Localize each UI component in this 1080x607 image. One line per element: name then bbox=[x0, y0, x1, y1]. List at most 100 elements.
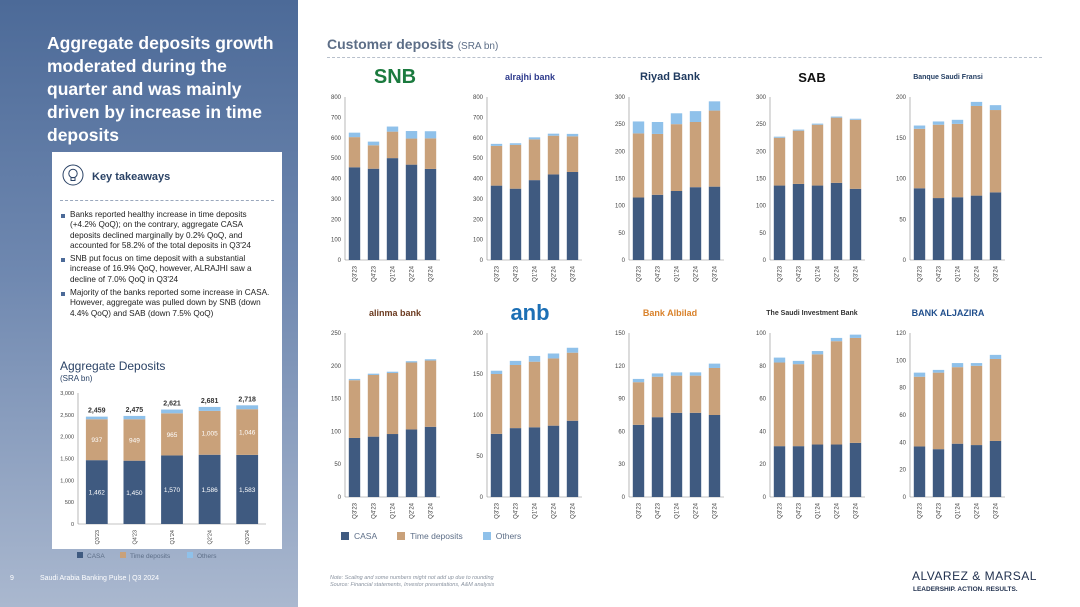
bar-time-deposits bbox=[424, 360, 437, 427]
bar-time-deposits bbox=[708, 110, 721, 187]
bar-others bbox=[689, 111, 702, 122]
bar-others bbox=[708, 363, 721, 368]
y-tick-label: 2,500 bbox=[60, 413, 74, 419]
chart-the-saudi-investment-bank: 0 20 40 60 80 100 Q3'23 Q4'23 Q1'24 Q2'24 Q3'24 bbox=[756, 331, 865, 519]
bar-time-deposits bbox=[632, 133, 645, 198]
bar-casa bbox=[951, 443, 964, 497]
brand-logo: ALVAREZ & MARSAL bbox=[912, 569, 1037, 583]
bank-logo-text: alinma bank bbox=[368, 308, 422, 318]
legend-label: CASA bbox=[354, 531, 378, 541]
x-tick-label: Q3'24 bbox=[713, 265, 719, 281]
bar-others bbox=[913, 372, 926, 377]
bank-logo-text: SAB bbox=[798, 69, 826, 85]
bar-time-deposits bbox=[651, 133, 664, 195]
bar-time-deposits bbox=[932, 372, 945, 450]
brand-tagline: LEADERSHIP. ACTION. RESULTS. bbox=[913, 586, 1018, 593]
data-label: 949 bbox=[129, 437, 140, 444]
y-tick-label: 0 bbox=[622, 495, 626, 501]
y-tick-label: 100 bbox=[756, 331, 767, 337]
bar-others bbox=[670, 113, 683, 125]
legend-swatch bbox=[341, 532, 349, 540]
bar-casa bbox=[792, 446, 805, 497]
y-tick-label: 0 bbox=[903, 258, 907, 264]
y-tick-label: 50 bbox=[618, 231, 625, 237]
bank-logo-text: SNB bbox=[373, 65, 417, 88]
bar-time-deposits bbox=[932, 124, 945, 199]
bar-casa bbox=[849, 442, 862, 497]
bar-others bbox=[632, 378, 645, 383]
bar-time-deposits bbox=[566, 352, 579, 421]
main-title-text: Customer deposits bbox=[327, 36, 454, 52]
bar-others bbox=[490, 370, 503, 374]
y-tick-label: 100 bbox=[896, 177, 907, 183]
x-tick-label: Q3'24 bbox=[854, 502, 860, 518]
legend-label: Others bbox=[495, 531, 522, 541]
y-tick-label: 200 bbox=[473, 331, 484, 337]
y-tick-label: 100 bbox=[473, 238, 484, 244]
x-tick-label: Q2'24 bbox=[552, 265, 558, 281]
bar-casa bbox=[651, 417, 664, 497]
bank-logo-text: The Saudi Investment Bank bbox=[766, 309, 858, 317]
y-tick-label: 90 bbox=[618, 397, 625, 403]
legend-swatch bbox=[482, 532, 491, 540]
bar-others bbox=[367, 141, 380, 146]
x-tick-label: Q1'24 bbox=[675, 265, 681, 281]
x-tick-label: Q3'24 bbox=[994, 265, 1000, 281]
y-tick-label: 800 bbox=[331, 95, 342, 101]
bar-time-deposits bbox=[792, 364, 805, 447]
x-tick-label: Q3'23 bbox=[95, 530, 101, 545]
bar-casa bbox=[236, 454, 259, 524]
agg-legend-swatch bbox=[120, 552, 126, 558]
bar-others bbox=[670, 372, 683, 376]
x-tick-label: Q3'24 bbox=[713, 502, 719, 518]
bar-time-deposits bbox=[386, 131, 399, 159]
bar-others bbox=[386, 126, 399, 132]
y-tick-label: 0 bbox=[338, 495, 342, 501]
bar-time-deposits bbox=[509, 364, 522, 429]
bar-casa bbox=[989, 192, 1002, 260]
bar-time-deposits bbox=[161, 413, 183, 456]
bar-others bbox=[405, 361, 418, 363]
bar-casa bbox=[85, 460, 108, 524]
y-tick-label: 500 bbox=[473, 156, 484, 162]
bar-others bbox=[989, 105, 1002, 111]
divider bbox=[60, 200, 274, 201]
y-tick-label: 60 bbox=[618, 429, 625, 435]
y-tick-label: 20 bbox=[759, 462, 766, 468]
bar-casa bbox=[708, 186, 721, 260]
y-tick-label: 50 bbox=[759, 231, 766, 237]
bar-others bbox=[792, 129, 805, 131]
bank-logo-text: BANK ALJAZIRA bbox=[911, 308, 985, 318]
y-tick-label: 80 bbox=[759, 364, 766, 370]
bar-casa bbox=[528, 180, 541, 260]
bar-casa bbox=[566, 420, 579, 497]
bar-others bbox=[348, 132, 361, 138]
bar-casa bbox=[490, 185, 503, 260]
bar-others bbox=[509, 143, 522, 145]
y-tick-label: 250 bbox=[756, 122, 767, 128]
data-label: 937 bbox=[91, 437, 102, 444]
bar-casa bbox=[528, 427, 541, 497]
bar-time-deposits bbox=[405, 138, 418, 165]
bar-others bbox=[161, 409, 183, 414]
x-tick-label: Q4'23 bbox=[656, 265, 662, 281]
x-tick-label: Q3'24 bbox=[994, 502, 1000, 518]
data-label: 1,570 bbox=[164, 487, 181, 494]
x-tick-label: Q1'24 bbox=[816, 502, 822, 518]
bar-time-deposits bbox=[348, 137, 361, 168]
y-tick-label: 20 bbox=[899, 468, 906, 474]
y-tick-label: 3,000 bbox=[60, 391, 74, 397]
bar-time-deposits bbox=[651, 376, 664, 418]
bar-casa bbox=[547, 174, 560, 260]
legend-item-others: Others bbox=[482, 531, 522, 541]
bar-others bbox=[970, 101, 983, 106]
main-title: Customer deposits (SRA bn) bbox=[327, 36, 498, 52]
bank-logo-text: anb bbox=[510, 300, 550, 325]
y-tick-label: 100 bbox=[473, 413, 484, 419]
bar-others bbox=[198, 406, 221, 411]
bar-time-deposits bbox=[773, 137, 786, 186]
bank-logo-riyad: Riyad Bank bbox=[615, 62, 725, 92]
bar-casa bbox=[773, 446, 786, 497]
bar-casa bbox=[970, 195, 983, 260]
